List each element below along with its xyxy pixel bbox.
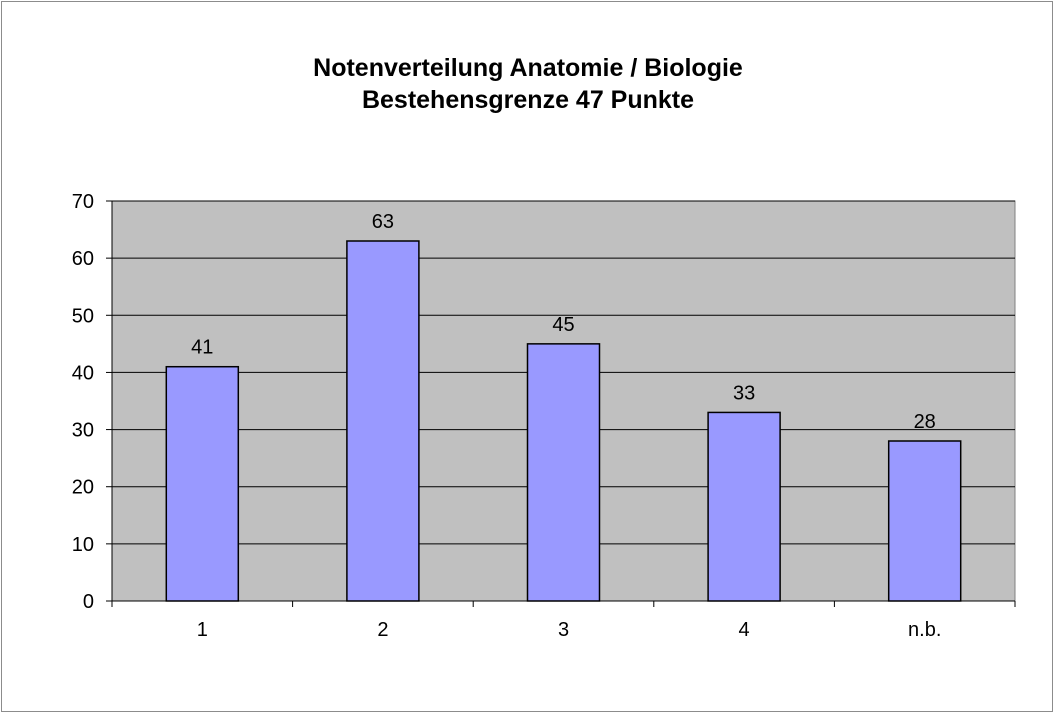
y-tick-label: 40 <box>72 362 94 384</box>
chart-subtitle: Bestehensgrenze 47 Punkte <box>361 86 695 114</box>
bar-value-label: 41 <box>191 337 213 359</box>
bar-value-label: 28 <box>914 411 936 433</box>
bar-value-label: 63 <box>372 211 394 233</box>
y-tick-label: 0 <box>83 591 94 613</box>
bar <box>165 365 240 602</box>
axes <box>106 200 1016 607</box>
bar-value-label: 33 <box>733 382 755 404</box>
x-tick-label: n.b. <box>908 619 941 641</box>
y-tick-label: 10 <box>72 534 94 556</box>
y-tick-label: 60 <box>72 248 94 270</box>
bars <box>165 240 962 602</box>
chart-title: Notenverteilung Anatomie / Biologie <box>313 54 743 82</box>
y-tick-label: 20 <box>72 477 94 499</box>
x-tick-label: 1 <box>197 619 208 641</box>
x-tick-label: 2 <box>377 619 388 641</box>
y-tick-label: 30 <box>72 420 94 442</box>
y-tick-label: 50 <box>72 305 94 327</box>
bar <box>887 440 962 602</box>
bar-value-label: 45 <box>552 314 574 336</box>
bar <box>346 240 420 602</box>
x-tick-label: 3 <box>558 619 569 641</box>
bar <box>526 343 601 602</box>
y-tick-label: 70 <box>72 191 94 213</box>
x-tick-label: 4 <box>739 619 750 641</box>
bar <box>707 411 781 602</box>
